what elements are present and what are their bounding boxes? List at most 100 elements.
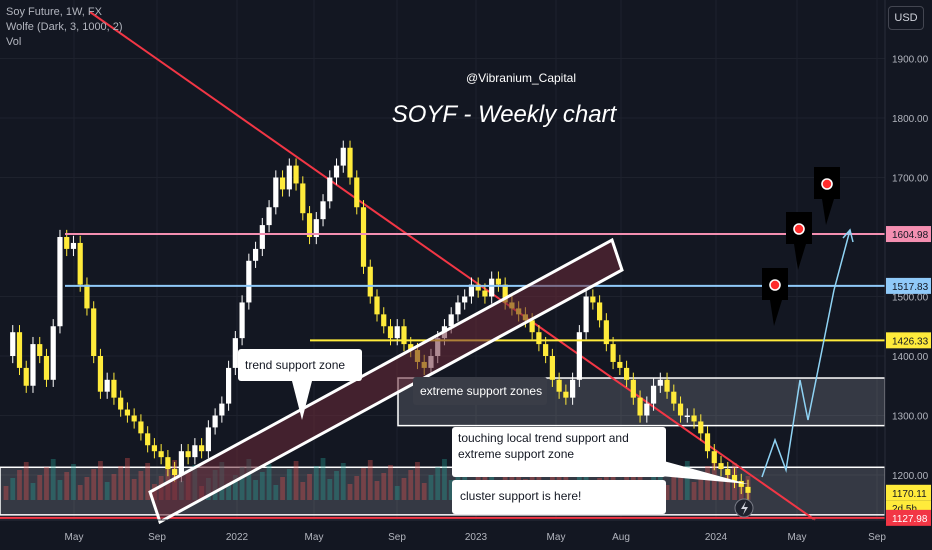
volume-bar-41	[280, 477, 285, 500]
volume-bar-62	[421, 483, 427, 500]
volume-bar-0	[3, 486, 9, 500]
candle-body-48	[327, 177, 333, 202]
candle-body-88	[597, 302, 603, 321]
price-label-2: 1426.33	[892, 336, 929, 347]
candle-body-2	[16, 332, 23, 368]
candle-body-14	[97, 356, 104, 392]
annotation-extreme-support-text: extreme support zones	[420, 384, 542, 398]
time-tick-label-4: Sep	[388, 532, 406, 543]
candle-body-28	[192, 445, 198, 458]
volume-bar-99	[671, 477, 677, 500]
candle-body-80	[543, 344, 549, 356]
candle-body-91	[617, 361, 623, 368]
volume-bar-76	[516, 458, 522, 500]
candle-body-101	[684, 415, 690, 417]
candle-body-12	[84, 284, 90, 309]
target-marker-2[interactable]	[786, 212, 812, 270]
lightning-icon[interactable]	[734, 498, 754, 518]
volume-bar-47	[320, 458, 326, 500]
volume-bar-38	[259, 472, 265, 500]
downtrend-line	[89, 11, 816, 521]
volume-bar-51	[347, 484, 353, 500]
annotation-touching-trend[interactable]: touching local trend support and extreme…	[452, 427, 748, 484]
price-label-bg-4	[886, 509, 931, 526]
candle-body-69	[468, 284, 475, 297]
price-label-bg-0	[886, 226, 931, 243]
volume-bar-65	[442, 459, 447, 500]
chart-subtitle: @Vibranium_Capital	[466, 71, 576, 85]
target-marker-1[interactable]	[762, 268, 788, 326]
volume-bar-9	[64, 472, 70, 500]
price-tick-label-5: 1300.00	[892, 412, 929, 423]
volume-bar-55	[374, 481, 380, 500]
volume-bar-100	[678, 469, 683, 500]
candle-body-50	[340, 147, 346, 166]
time-tick-label-6: May	[547, 532, 566, 543]
candle-body-72	[489, 278, 495, 297]
candle-body-56	[381, 314, 387, 327]
volume-bar-33	[226, 483, 231, 500]
volume-bar-16	[111, 474, 117, 500]
volume-bar-37	[253, 480, 258, 500]
candle-body-98	[664, 379, 670, 392]
volume-bar-39	[266, 464, 272, 500]
candle-body-18	[124, 409, 131, 416]
annotation-trend-support[interactable]: trend support zone	[238, 349, 362, 420]
price-axis[interactable]	[885, 0, 932, 550]
candle-body-46	[313, 219, 319, 237]
candle-body-33	[226, 367, 232, 404]
candle-body-4	[30, 344, 36, 386]
candle-body-23	[158, 451, 164, 458]
candle-body-31	[212, 415, 218, 428]
currency-button[interactable]: USD	[888, 6, 924, 30]
volume-bar-49	[334, 471, 339, 500]
candle-body-96	[650, 385, 657, 404]
candle-body-39	[266, 207, 272, 226]
price-tick-label-6: 1200.00	[892, 471, 929, 482]
candle-body-24	[165, 457, 171, 470]
candle-body-13	[91, 308, 97, 356]
candle-body-97	[657, 379, 663, 386]
candle-body-7	[50, 326, 56, 380]
candle-body-78	[529, 320, 535, 333]
price-tick-label-3: 1500.00	[892, 293, 929, 304]
volume-bar-52	[354, 476, 360, 500]
candle-body-34	[232, 338, 238, 368]
target-marker-3[interactable]	[814, 167, 840, 225]
candle-body-20	[138, 421, 144, 434]
volume-bar-15	[104, 482, 110, 500]
price-tick-label-2: 1700.00	[892, 174, 929, 185]
volume-bar-66	[448, 480, 454, 500]
candle-body-109	[738, 480, 744, 487]
candle-body-5	[37, 344, 43, 356]
indicator-line[interactable]: Wolfe (Dark, 3, 1000, 2)	[6, 21, 123, 33]
volume-bar-101	[684, 461, 690, 500]
volume-bar-103	[698, 474, 704, 500]
volume-bar-60	[408, 470, 414, 500]
volume-label[interactable]: Vol	[6, 36, 22, 48]
price-label-3: 1170.11	[892, 489, 927, 500]
volume-bar-34	[232, 475, 238, 500]
time-tick-label-9: May	[788, 532, 807, 543]
candle-body-103	[698, 421, 704, 434]
candle-body-25	[172, 469, 178, 475]
candle-body-37	[252, 248, 259, 261]
time-tick-label-3: May	[305, 532, 324, 543]
candle-body-1	[10, 332, 16, 356]
volume-bar-20	[138, 471, 144, 500]
volume-bar-48	[327, 479, 333, 500]
volume-bar-102	[691, 482, 697, 500]
time-axis-ticks: May Sep 2022 May Sep 2023 May Aug 2024 May Sep	[65, 532, 887, 543]
annotation-cluster[interactable]: cluster support is here!	[452, 480, 666, 514]
time-tick-label-8: 2024	[705, 532, 728, 543]
candle-body-74	[502, 284, 508, 303]
candle-body-105	[711, 451, 717, 464]
symbol-line[interactable]: Soy Future, 1W, FX	[6, 6, 102, 18]
volume-bar-11	[77, 485, 83, 500]
annotation-extreme-support[interactable]: extreme support zones	[413, 377, 547, 405]
volume-bar-53	[361, 468, 366, 500]
candle-body-67	[455, 302, 461, 315]
candle-body-15	[104, 379, 110, 392]
